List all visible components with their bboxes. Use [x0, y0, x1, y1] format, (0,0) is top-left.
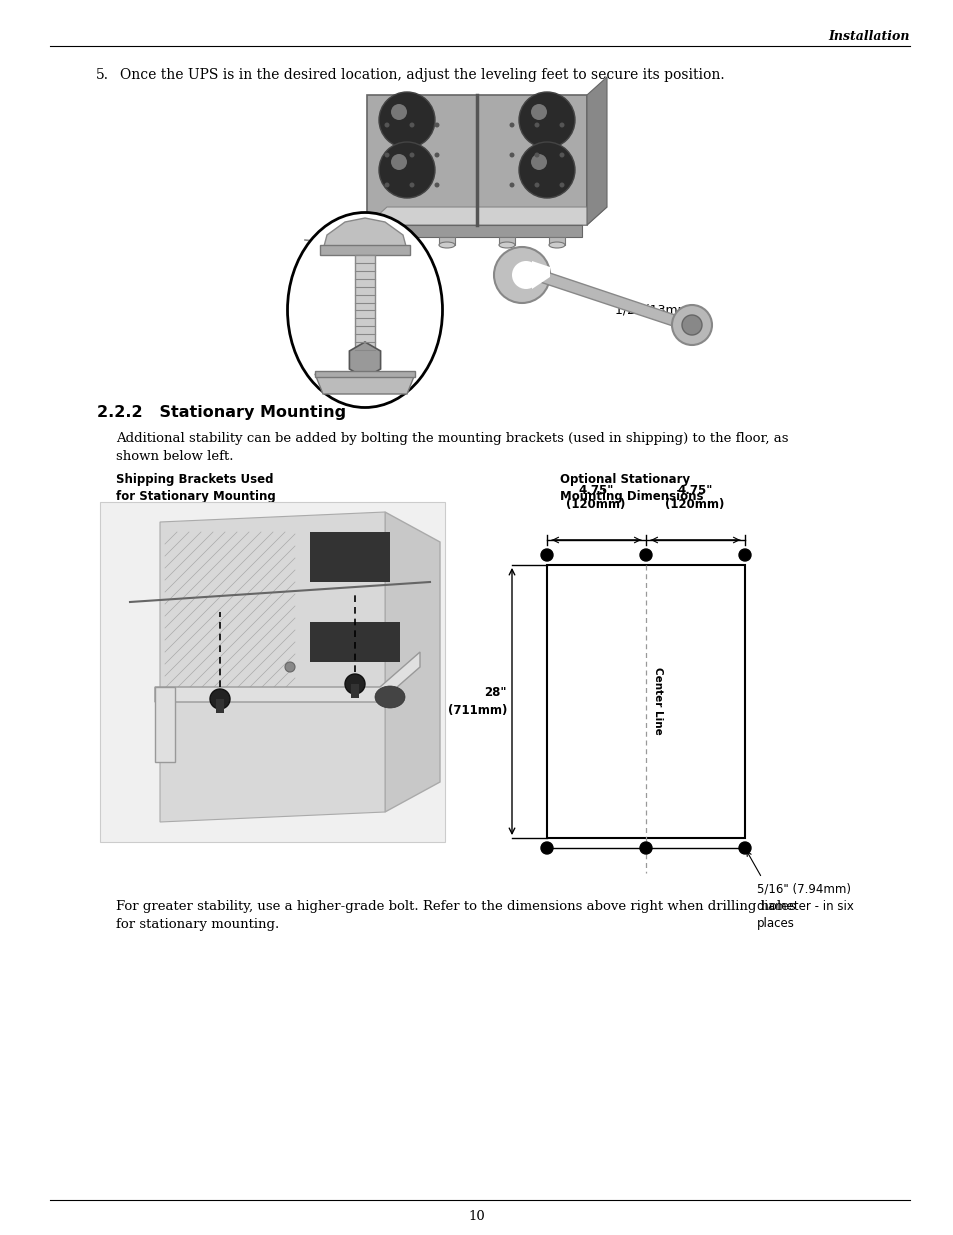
- Text: Optional Stationary
Mounting Dimensions: Optional Stationary Mounting Dimensions: [559, 473, 702, 503]
- Circle shape: [384, 122, 389, 127]
- Polygon shape: [349, 342, 380, 378]
- Bar: [372, 225, 581, 237]
- Circle shape: [639, 842, 651, 853]
- Circle shape: [739, 550, 750, 561]
- Bar: [314, 370, 415, 377]
- Circle shape: [558, 152, 564, 158]
- Circle shape: [558, 183, 564, 188]
- Bar: [355, 254, 375, 350]
- Bar: [351, 684, 358, 698]
- Circle shape: [378, 142, 435, 198]
- Text: 2.2.2   Stationary Mounting: 2.2.2 Stationary Mounting: [97, 405, 346, 420]
- Ellipse shape: [548, 242, 564, 248]
- Ellipse shape: [375, 685, 405, 708]
- Circle shape: [384, 183, 389, 188]
- Bar: [367, 95, 586, 225]
- Polygon shape: [154, 652, 419, 701]
- Circle shape: [534, 183, 539, 188]
- Text: for stationary mounting.: for stationary mounting.: [116, 918, 279, 931]
- Bar: [548, 237, 564, 245]
- Polygon shape: [367, 207, 606, 225]
- Text: Additional stability can be added by bolting the mounting brackets (used in ship: Additional stability can be added by bol…: [116, 432, 788, 445]
- Circle shape: [531, 154, 546, 170]
- Text: (120mm): (120mm): [664, 498, 724, 511]
- Circle shape: [534, 122, 539, 127]
- Circle shape: [285, 662, 294, 672]
- Ellipse shape: [389, 242, 405, 248]
- Circle shape: [739, 842, 750, 853]
- Polygon shape: [314, 374, 415, 394]
- Bar: [310, 532, 390, 582]
- Text: (120mm): (120mm): [566, 498, 625, 511]
- Polygon shape: [323, 219, 407, 249]
- Polygon shape: [532, 261, 550, 289]
- Circle shape: [518, 91, 575, 148]
- Circle shape: [531, 104, 546, 120]
- Bar: [100, 501, 444, 842]
- Circle shape: [512, 261, 539, 289]
- Bar: [310, 622, 399, 662]
- Ellipse shape: [438, 242, 455, 248]
- Circle shape: [434, 152, 439, 158]
- Polygon shape: [154, 687, 174, 762]
- Text: For greater stability, use a higher-grade bolt. Refer to the dimensions above ri: For greater stability, use a higher-grad…: [116, 900, 795, 913]
- Text: shown below left.: shown below left.: [116, 450, 233, 463]
- Text: 1/2" (13mm): 1/2" (13mm): [615, 304, 694, 316]
- Circle shape: [534, 152, 539, 158]
- Circle shape: [391, 154, 407, 170]
- Circle shape: [509, 183, 514, 188]
- Text: 5/16" (7.94mm)
diameter - in six
places: 5/16" (7.94mm) diameter - in six places: [757, 883, 853, 930]
- Circle shape: [434, 183, 439, 188]
- Circle shape: [434, 122, 439, 127]
- Circle shape: [509, 152, 514, 158]
- Bar: [389, 237, 405, 245]
- Text: 10: 10: [468, 1210, 485, 1224]
- Circle shape: [409, 152, 414, 158]
- Circle shape: [494, 247, 550, 303]
- Text: Shipping Brackets Used
for Stationary Mounting: Shipping Brackets Used for Stationary Mo…: [116, 473, 275, 503]
- Circle shape: [345, 674, 365, 694]
- Bar: [215, 699, 224, 713]
- Circle shape: [540, 550, 553, 561]
- Circle shape: [409, 183, 414, 188]
- Text: Once the UPS is in the desired location, adjust the leveling feet to secure its : Once the UPS is in the desired location,…: [120, 68, 724, 82]
- Text: 5.: 5.: [96, 68, 109, 82]
- Circle shape: [378, 91, 435, 148]
- Polygon shape: [586, 77, 606, 225]
- Circle shape: [639, 550, 651, 561]
- Bar: [498, 237, 515, 245]
- Text: 28"
(711mm): 28" (711mm): [447, 685, 506, 716]
- Polygon shape: [160, 513, 385, 823]
- Circle shape: [540, 842, 553, 853]
- Polygon shape: [385, 513, 439, 811]
- Circle shape: [391, 104, 407, 120]
- Text: Center Line: Center Line: [652, 667, 662, 735]
- Circle shape: [409, 122, 414, 127]
- Bar: [319, 245, 410, 254]
- Ellipse shape: [287, 212, 442, 408]
- Text: 4.75": 4.75": [578, 484, 613, 496]
- Circle shape: [671, 305, 711, 345]
- Circle shape: [509, 122, 514, 127]
- Bar: [100, 501, 444, 842]
- Circle shape: [681, 315, 701, 335]
- Bar: [438, 237, 455, 245]
- Circle shape: [384, 152, 389, 158]
- Circle shape: [558, 122, 564, 127]
- Bar: [546, 564, 744, 839]
- Text: Installation: Installation: [827, 30, 909, 42]
- Text: 4.75": 4.75": [677, 484, 712, 496]
- Circle shape: [210, 689, 230, 709]
- Polygon shape: [524, 267, 689, 330]
- Circle shape: [518, 142, 575, 198]
- Ellipse shape: [498, 242, 515, 248]
